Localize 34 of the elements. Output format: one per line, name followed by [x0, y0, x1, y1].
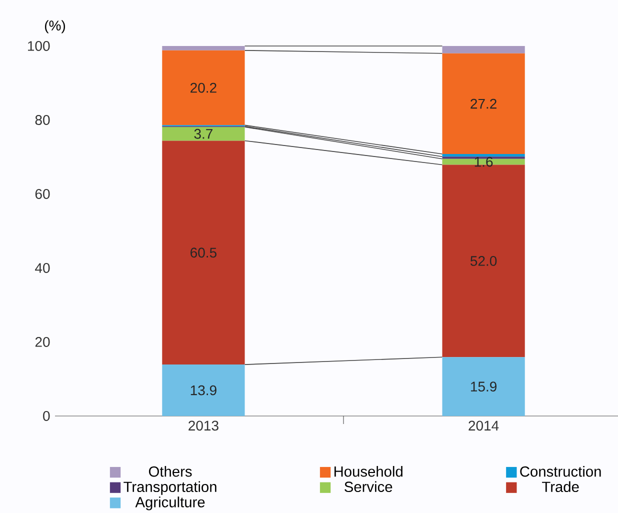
x-tick-label: 2013: [188, 420, 218, 431]
bar: [162, 364, 245, 416]
legend-label: Others: [148, 466, 192, 477]
legend-label: Household: [334, 466, 402, 477]
bar: [442, 154, 525, 157]
legend-label: Agriculture: [135, 496, 205, 510]
y-tick-label: 80: [35, 115, 50, 125]
bar: [442, 357, 525, 416]
bar: [162, 46, 245, 50]
data-label: 27.2: [470, 98, 496, 109]
bar: [162, 140, 245, 365]
data-label: 13.9: [190, 385, 216, 396]
legend-label: Service: [344, 481, 392, 492]
data-label: 52.0: [470, 256, 497, 266]
bar: [162, 50, 245, 126]
y-tick-label: 0: [43, 411, 50, 421]
data-label: 20.2: [190, 82, 216, 93]
data-label: 1.6: [474, 156, 493, 167]
x-tick-label: 2014: [468, 420, 499, 431]
bar: [162, 127, 245, 141]
y-axis-title: (%): [44, 20, 66, 34]
data-label: 60.5: [190, 248, 216, 258]
bar: [442, 53, 525, 154]
data-label: 15.9: [470, 382, 496, 392]
y-tick-label: 60: [35, 189, 50, 199]
legend-label: Transportation: [124, 481, 216, 495]
y-tick-label: 20: [35, 337, 50, 347]
y-tick-label: 40: [35, 263, 50, 273]
legend-label: Trade: [542, 481, 579, 492]
data-label: 3.7: [194, 128, 212, 139]
bar: [442, 46, 525, 54]
bar: [442, 158, 525, 165]
y-tick-label: 100: [28, 41, 50, 51]
legend-label: Construction: [520, 466, 601, 477]
